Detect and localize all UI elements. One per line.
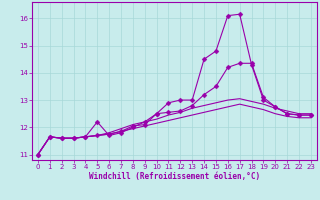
X-axis label: Windchill (Refroidissement éolien,°C): Windchill (Refroidissement éolien,°C): [89, 172, 260, 181]
